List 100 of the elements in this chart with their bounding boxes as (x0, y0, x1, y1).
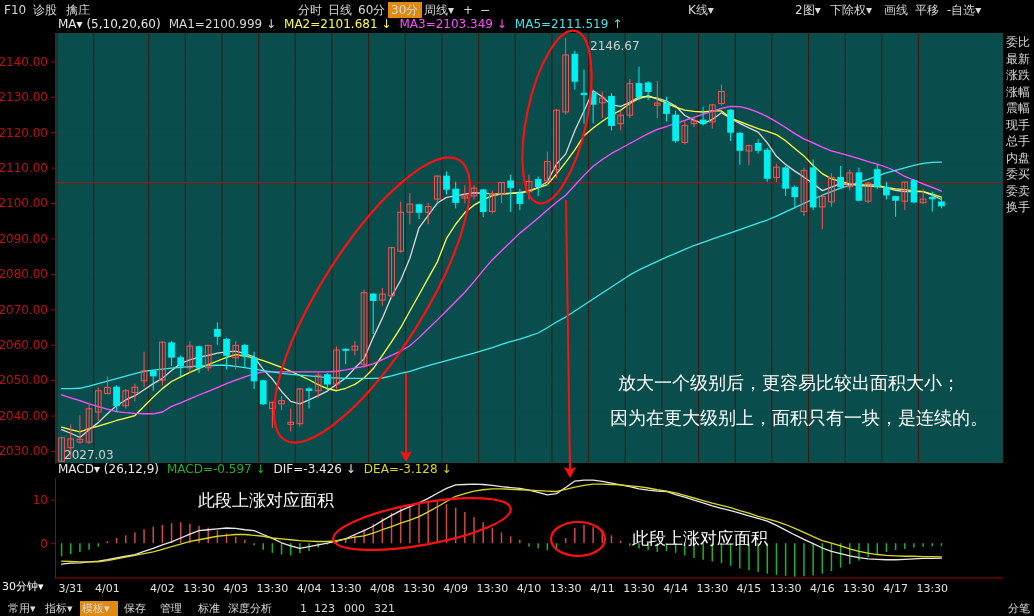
y-tick-label: 2050.00 (0, 373, 48, 388)
candlestick (663, 96, 670, 123)
candlestick (434, 174, 441, 204)
x-tick-label: 13:30 (843, 581, 875, 595)
candlestick (76, 415, 84, 445)
candlestick (507, 174, 515, 213)
text: 000 (344, 602, 365, 615)
y-tick-label: 2030.00 (0, 444, 48, 459)
candlestick (214, 321, 221, 346)
candlestick (424, 202, 432, 225)
text: 指标▾ (44, 602, 73, 615)
y-tick-label: 2140.00 (0, 54, 48, 69)
text: 震幅 (1006, 101, 1030, 115)
text: 日线 (328, 3, 352, 17)
text: 现手 (1006, 117, 1030, 132)
candlestick (800, 167, 808, 217)
candlestick (305, 386, 313, 409)
x-tick-label: 13:30 (696, 581, 729, 595)
candlestick (690, 117, 698, 128)
candlestick (122, 388, 130, 409)
candlestick (470, 184, 478, 200)
candlestick (259, 379, 267, 406)
candlestick (791, 184, 799, 209)
x-tick-label: 13:30 (403, 581, 435, 595)
candlestick (516, 188, 524, 211)
text: 深度分析 (228, 602, 272, 615)
y-tick-label: 0 (40, 536, 48, 551)
candlestick (360, 289, 368, 369)
candlestick (736, 131, 744, 166)
candlestick (269, 400, 276, 429)
candlestick (745, 144, 753, 166)
y-tick-label: 2040.00 (0, 408, 48, 423)
candlestick (250, 351, 258, 390)
text: 委卖 (1006, 183, 1030, 198)
annotation: 2027.03 (64, 448, 114, 462)
text: − (480, 3, 491, 17)
text: 涨幅 (1006, 84, 1030, 99)
x-tick-label: 4/04 (296, 581, 322, 595)
text: K线▾ (688, 3, 714, 17)
x-tick-label: 13:30 (549, 581, 582, 595)
candlestick (525, 174, 533, 200)
text: 平移 (915, 3, 939, 17)
candlestick (58, 436, 65, 462)
candlestick (113, 384, 120, 413)
text: 常用▾ (8, 602, 36, 615)
text: MA2=2101.681 ↓ (284, 17, 392, 31)
y-tick-label: 2110.00 (0, 160, 48, 175)
candlestick (204, 344, 212, 372)
candlestick (131, 383, 139, 402)
text: 321 (374, 602, 395, 615)
x-tick-label: 13:30 (329, 581, 362, 595)
candlestick (333, 345, 340, 390)
candlestick (910, 178, 918, 204)
candlestick (598, 90, 606, 119)
x-tick-label: 13:30 (916, 581, 949, 595)
x-tick-label: 4/16 (809, 581, 835, 595)
x-tick-label: 3/31 (58, 581, 84, 595)
series-label: DEA=-3.128 ↓ (363, 462, 452, 476)
annotation: 放大一个级别后，更容易比较出面积大小； (618, 372, 960, 393)
text: 标准 (197, 602, 220, 615)
candlestick (873, 164, 881, 190)
candlestick (626, 78, 634, 119)
candlestick (443, 170, 450, 196)
text: MA3=2103.349 ↓ (399, 17, 507, 31)
candlestick (177, 354, 185, 378)
text: 诊股 (33, 3, 57, 17)
candlestick (149, 368, 157, 392)
text: F10 (4, 3, 27, 17)
candlestick (653, 80, 661, 119)
x-tick-label: 4/11 (589, 581, 615, 595)
candlestick (287, 407, 295, 432)
candlestick (901, 181, 909, 211)
candlestick (85, 404, 93, 445)
text: MA1=2100.999 ↓ (168, 17, 277, 31)
text: 委比 (1006, 35, 1030, 49)
text: 30分钟▾ (2, 580, 44, 593)
y-tick-label: 2100.00 (0, 196, 48, 211)
text: 换手 (1006, 200, 1030, 214)
x-tick-label: 13:30 (623, 581, 655, 595)
y-tick-label: 2130.00 (0, 90, 48, 105)
text: 分笔 (1008, 602, 1030, 615)
x-tick-label: 4/15 (736, 581, 762, 595)
annotation: 2146.67 (590, 39, 640, 53)
x-tick-label: 4/17 (883, 581, 908, 595)
candlestick (232, 340, 240, 370)
candlestick (708, 103, 716, 130)
candlestick (782, 165, 789, 197)
text: MACD=-0.597 ↓ (166, 462, 266, 476)
candlestick (498, 181, 505, 204)
candlestick (168, 340, 175, 367)
x-tick-label: 4/14 (663, 581, 688, 595)
candlestick (718, 84, 725, 107)
candlestick (94, 386, 102, 422)
candlestick (635, 66, 643, 101)
text: -自选▾ (947, 3, 982, 17)
x-tick-label: 4/10 (516, 581, 542, 595)
x-tick-label: 4/02 (150, 581, 175, 595)
candlestick (159, 340, 166, 386)
annotation: 此段上涨对应面积 (198, 490, 334, 510)
text: 画线 (884, 3, 908, 17)
